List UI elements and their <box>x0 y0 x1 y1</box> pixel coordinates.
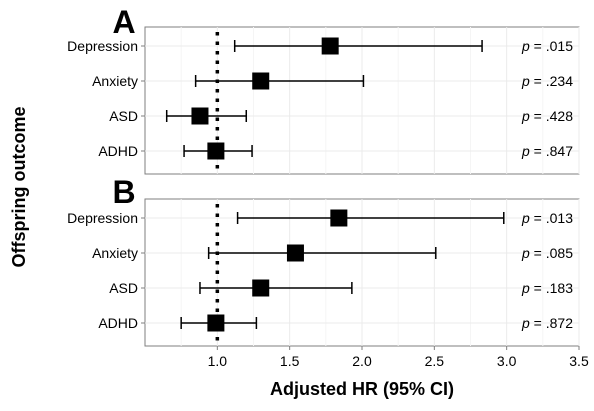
hr-point <box>191 107 209 125</box>
x-tick-label: 3.0 <box>497 353 517 369</box>
outcome-label: Anxiety <box>92 73 138 89</box>
panel-a: Depression p = .015 Anxiety p = .234 ASD p = … <box>67 4 580 175</box>
outcome-label: ADHD <box>98 143 138 159</box>
p-symbol: p <box>521 73 534 89</box>
outcome-label: ADHD <box>98 315 138 331</box>
hr-point <box>207 142 225 160</box>
panel-b-marks: Depression p = .013 Anxiety p = .085 ASD p = … <box>67 204 573 341</box>
outcome-label: Depression <box>67 210 138 226</box>
x-tick-label: 1.0 <box>208 353 228 369</box>
p-value: = .015 <box>534 38 574 54</box>
p-value-label: p = .183 <box>521 280 573 296</box>
p-value: = .847 <box>534 143 574 159</box>
hr-point <box>252 279 270 297</box>
hr-point <box>252 72 270 90</box>
panel-b-label: B <box>112 174 135 210</box>
p-value: = .428 <box>534 108 574 124</box>
hr-point <box>286 244 304 262</box>
p-value-label: p = .013 <box>521 210 573 226</box>
p-value-label: p = .085 <box>521 245 573 261</box>
hr-point <box>207 314 225 332</box>
p-value: = .013 <box>534 210 574 226</box>
p-symbol: p <box>521 210 534 226</box>
p-value: = .183 <box>534 280 574 296</box>
x-axis-label: Adjusted HR (95% CI) <box>270 379 454 399</box>
p-value-label: p = .234 <box>521 73 573 89</box>
panel-b: Depression p = .013 Anxiety p = .085 ASD p = … <box>67 174 580 347</box>
x-tick-label: 2.0 <box>352 353 372 369</box>
p-symbol: p <box>521 108 534 124</box>
outcome-label: Anxiety <box>92 245 138 261</box>
p-value: = .085 <box>534 245 574 261</box>
hr-point <box>330 209 348 227</box>
outcome-label: ASD <box>109 280 138 296</box>
p-value-label: p = .428 <box>521 108 573 124</box>
p-value-label: p = .872 <box>521 315 573 331</box>
p-value: = .872 <box>534 315 574 331</box>
x-tick-label: 1.5 <box>280 353 300 369</box>
x-axis: 1.0 1.5 2.0 2.5 3.0 3.5 <box>208 346 589 369</box>
p-value-label: p = .847 <box>521 143 573 159</box>
p-symbol: p <box>521 315 534 331</box>
y-axis-label: Offspring outcome <box>9 107 29 268</box>
p-value-label: p = .015 <box>521 38 573 54</box>
p-symbol: p <box>521 280 534 296</box>
p-symbol: p <box>521 245 534 261</box>
outcome-label: ASD <box>109 108 138 124</box>
x-tick-label: 2.5 <box>425 353 445 369</box>
outcome-label: Depression <box>67 38 138 54</box>
p-value: = .234 <box>534 73 574 89</box>
x-tick-label: 3.5 <box>569 353 589 369</box>
p-symbol: p <box>521 143 534 159</box>
panel-a-marks: Depression p = .015 Anxiety p = .234 ASD p = … <box>67 32 573 169</box>
panel-a-label: A <box>112 4 135 40</box>
hr-point <box>321 37 339 55</box>
p-symbol: p <box>521 38 534 54</box>
